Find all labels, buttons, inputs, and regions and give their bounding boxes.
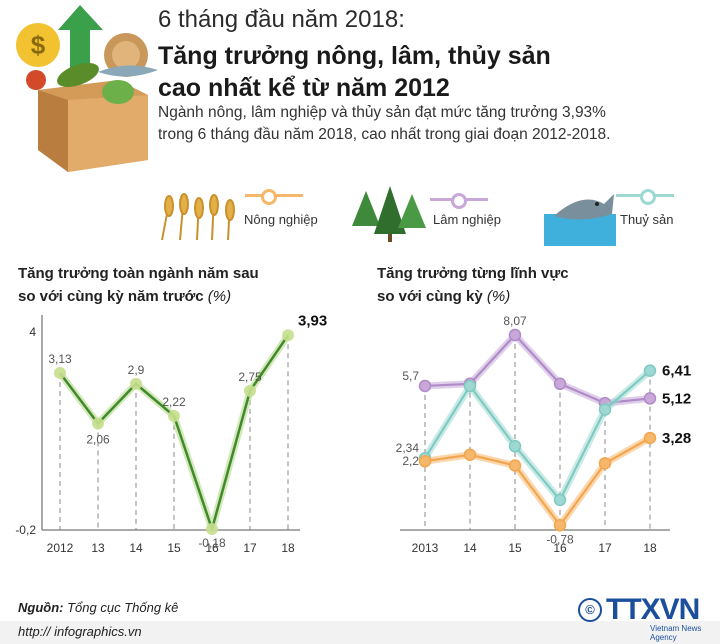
- source-note: Nguồn: Tổng cục Thống kê: [18, 600, 178, 615]
- header-description-line-2: trong 6 tháng đầu năm 2018, cao nhất tro…: [158, 126, 611, 143]
- chart2-point: [418, 379, 432, 393]
- chart2-x-tick-label: 15: [508, 541, 522, 555]
- chart1-data-label: 3,13: [48, 352, 72, 366]
- legend-marker-agriculture: [261, 189, 277, 205]
- chart2-title-line-2: so với cùng kỳ: [377, 288, 483, 305]
- chart2-x-tick-label: 17: [598, 541, 612, 555]
- chart1-data-label: 2,9: [128, 363, 145, 377]
- chart1-y-tick-label: 4: [29, 325, 36, 339]
- chart2-series-line: [424, 369, 651, 501]
- chart2-series-glow: [424, 434, 652, 529]
- header-description-line-1: Ngành nông, lâm nghiệp và thủy sản đạt m…: [158, 104, 606, 121]
- chart2-title-line-1: Tăng trưởng từng lĩnh vực: [377, 265, 569, 282]
- legend-marker-forestry: [451, 193, 467, 209]
- chart1-title-line-1: Tăng trưởng toàn ngành năm sau: [18, 265, 259, 282]
- brand-subtitle: Vietnam News Agency: [650, 624, 702, 642]
- chart1-x-tick-label: 16: [205, 541, 219, 555]
- legend-label-forestry: Lâm nghiệp: [433, 212, 501, 227]
- chart1-x-tick-label: 17: [243, 541, 257, 555]
- chart1-title-line-2: so với cùng kỳ năm trước: [18, 288, 204, 305]
- legend-label-agriculture: Nông nghiệp: [244, 212, 318, 227]
- svg-text:$: $: [31, 30, 46, 60]
- chart1-title: Tăng trưởng toàn ngành năm sau so với cù…: [18, 262, 259, 308]
- chart2-point: [553, 377, 567, 391]
- footer-bar: [0, 621, 720, 644]
- chart2-data-label: 6,41: [662, 363, 691, 380]
- chart2-data-label: 5,7: [402, 369, 419, 383]
- chart1-x-tick-label: 14: [129, 541, 143, 555]
- chart1-x-tick-label: 18: [281, 541, 295, 555]
- header-overline: 6 tháng đầu năm 2018:: [158, 6, 405, 33]
- chart1-point: [244, 384, 256, 397]
- chart2-data-label: -0,78: [546, 532, 574, 546]
- chart1-data-label: 2,06: [86, 432, 110, 446]
- chart1-title-unit: (%): [207, 288, 232, 305]
- hero-illustration-icon: $: [16, 5, 158, 172]
- chart2-series-glow: [424, 331, 651, 407]
- chart1-total-growth: 4 -0,2 2012 13 14 15 16 17 18 3,13 2,06 2,9 2,22 -0,1…: [15, 315, 327, 555]
- chart2-title: Tăng trưởng từng lĩnh vực so với cùng kỳ…: [377, 262, 569, 308]
- chart1-x-tick-label: 13: [91, 541, 105, 555]
- page-title-line-2: cao nhất kể từ năm 2012: [158, 74, 450, 102]
- chart2-point: [418, 454, 432, 468]
- legend-marker-fisheries: [640, 189, 656, 205]
- source-label: Nguồn:: [18, 600, 64, 615]
- chart2-point: [463, 379, 477, 393]
- chart2-point: [508, 328, 522, 342]
- chart2-x-tick-label: 14: [463, 541, 477, 555]
- chart1-point: [130, 377, 142, 390]
- source-text: Tổng cục Thống kê: [67, 600, 179, 615]
- wheat-icon: [161, 193, 235, 241]
- chart2-data-label: 2,34: [396, 441, 420, 455]
- chart2-series-line: [424, 333, 651, 405]
- chart2-title-unit: (%): [486, 288, 511, 305]
- footer-url[interactable]: http:// infographics.vn: [18, 624, 142, 639]
- forest-icon: [352, 186, 426, 242]
- chart2-sector-growth: 2013 14 15 16 17 18 5,7 8,07 5,12 2,34 6,41 2,2 -0,7…: [396, 314, 692, 555]
- chart2-data-label: 3,28: [662, 430, 691, 447]
- fish-icon: [544, 194, 616, 246]
- chart1-point: [206, 523, 218, 536]
- chart1-data-label: 2,22: [162, 395, 186, 409]
- chart2-point: [553, 519, 567, 532]
- legend-label-fisheries: Thuỷ sản: [620, 212, 674, 227]
- header-description: Ngành nông, lâm nghiệp và thủy sản đạt m…: [158, 102, 698, 146]
- page-title: Tăng trưởng nông, lâm, thủy sản cao nhất…: [158, 40, 678, 104]
- chart2-point: [643, 364, 657, 377]
- chart1-point: [168, 409, 180, 422]
- chart1-data-label: -0,18: [198, 536, 226, 550]
- chart1-point: [54, 367, 66, 380]
- chart1-x-tick-label: 15: [167, 541, 181, 555]
- chart2-point: [553, 493, 567, 507]
- chart2-point: [598, 403, 612, 416]
- chart2-point: [463, 448, 477, 461]
- chart1-y-tick-label: -0,2: [15, 523, 36, 537]
- brand-logo: TTXVN: [606, 593, 700, 626]
- copyright-icon: ©: [578, 598, 602, 622]
- chart2-x-tick-label: 18: [643, 541, 657, 555]
- chart2-data-label: 2,2: [402, 454, 419, 468]
- chart2-x-tick-label: 16: [553, 541, 567, 555]
- chart2-point: [508, 459, 522, 472]
- chart2-x-tick-label: 2013: [412, 541, 439, 555]
- chart2-point: [643, 431, 657, 445]
- chart2-data-label: 8,07: [503, 314, 527, 328]
- chart1-data-label: 2,75: [238, 370, 262, 384]
- chart1-data-label: 3,93: [298, 315, 327, 329]
- chart2-point: [508, 439, 522, 453]
- page-title-line-1: Tăng trưởng nông, lâm, thủy sản: [158, 42, 551, 70]
- chart1-x-tick-label: 2012: [47, 541, 74, 555]
- chart1-point: [282, 329, 294, 342]
- chart2-point: [598, 457, 612, 470]
- chart2-data-label: 5,12: [662, 390, 691, 407]
- chart2-series-glow: [422, 368, 653, 504]
- chart1-point: [92, 417, 104, 430]
- chart2-series-line: [424, 437, 651, 527]
- chart2-point: [643, 392, 657, 405]
